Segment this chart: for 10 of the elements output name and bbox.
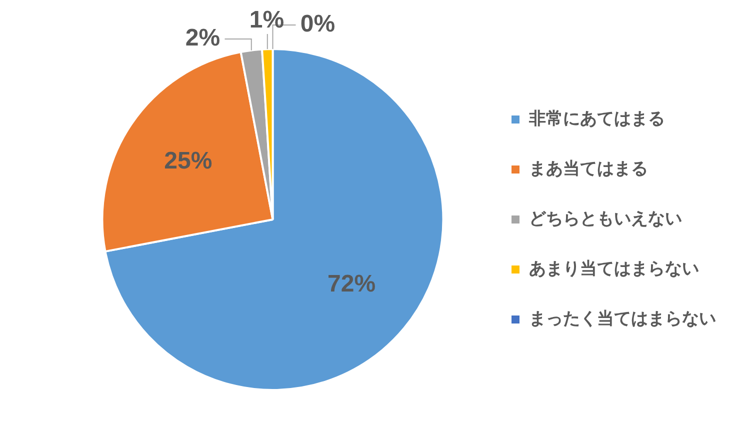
- data-label: 25%: [164, 148, 212, 175]
- legend-label: まったく当てはまらない: [529, 308, 716, 329]
- legend-label: まあ当てはまる: [529, 158, 648, 179]
- data-label: 72%: [328, 270, 376, 298]
- legend-label: どちらともいえない: [529, 208, 682, 229]
- legend-label: あまり当てはまらない: [529, 258, 699, 279]
- legend-label: 非常にあてはまる: [528, 108, 665, 129]
- data-label: 2%: [185, 24, 220, 52]
- text: 0%: [300, 10, 336, 38]
- data-label: 1%: [249, 6, 284, 34]
